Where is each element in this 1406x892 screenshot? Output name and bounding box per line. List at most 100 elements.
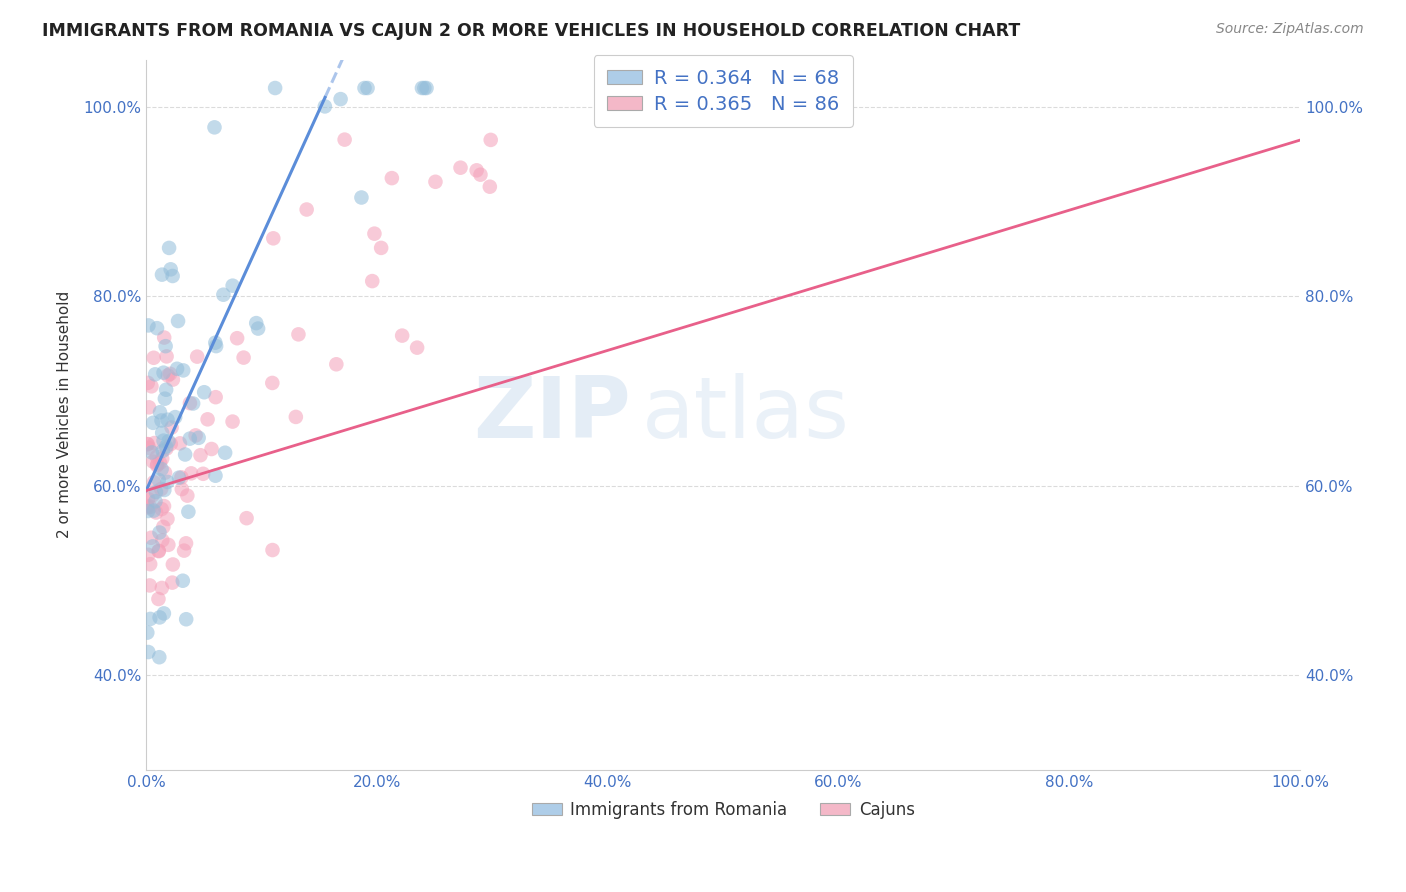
Point — [136, 376, 159, 390]
Point — [370, 241, 392, 255]
Point — [136, 437, 159, 451]
Point — [145, 494, 167, 508]
Point — [153, 466, 176, 480]
Point — [142, 454, 165, 468]
Point — [148, 650, 170, 665]
Point — [155, 383, 177, 397]
Point — [160, 420, 183, 434]
Point — [350, 190, 373, 204]
Point — [136, 504, 159, 518]
Point — [200, 442, 222, 456]
Point — [136, 499, 159, 513]
Point — [190, 448, 212, 462]
Point — [226, 331, 249, 345]
Point — [138, 318, 160, 333]
Point — [221, 278, 243, 293]
Point — [142, 475, 165, 490]
Point — [136, 437, 159, 451]
Point — [235, 511, 257, 525]
Point — [146, 458, 169, 472]
Point — [150, 533, 173, 548]
Point — [186, 350, 208, 364]
Point — [152, 366, 174, 380]
Point — [221, 415, 243, 429]
Point — [157, 538, 180, 552]
Point — [153, 392, 176, 406]
Point — [143, 436, 166, 450]
Point — [262, 543, 284, 558]
Point — [141, 379, 163, 393]
Point — [406, 341, 429, 355]
Point — [247, 321, 270, 335]
Point — [142, 503, 165, 517]
Point — [172, 574, 194, 588]
Text: IMMIGRANTS FROM ROMANIA VS CAJUN 2 OR MORE VEHICLES IN HOUSEHOLD CORRELATION CHA: IMMIGRANTS FROM ROMANIA VS CAJUN 2 OR MO… — [42, 22, 1021, 40]
Text: Source: ZipAtlas.com: Source: ZipAtlas.com — [1216, 22, 1364, 37]
Point — [179, 396, 201, 410]
Point — [148, 592, 170, 607]
Point — [262, 231, 284, 245]
Point — [170, 470, 193, 484]
Point — [149, 456, 172, 470]
Point — [174, 536, 197, 550]
Point — [150, 502, 173, 516]
Point — [146, 458, 169, 473]
Point — [479, 133, 502, 147]
Point — [136, 491, 159, 506]
Point — [155, 350, 177, 364]
Point — [155, 339, 177, 353]
Point — [157, 434, 180, 449]
Point — [413, 81, 436, 95]
Point — [170, 482, 193, 496]
Point — [329, 92, 352, 106]
Point — [136, 500, 159, 515]
Point — [184, 428, 207, 442]
Point — [150, 581, 173, 595]
Point — [148, 543, 170, 558]
Point — [142, 416, 165, 430]
Point — [415, 81, 437, 95]
Point — [156, 512, 179, 526]
Point — [138, 578, 160, 592]
Point — [470, 168, 492, 182]
Point — [284, 409, 307, 424]
Point — [295, 202, 318, 217]
Point — [478, 179, 501, 194]
Point — [314, 99, 336, 113]
Point — [174, 612, 197, 626]
Point — [205, 339, 228, 353]
Point — [174, 448, 197, 462]
Point — [167, 470, 190, 484]
Point — [204, 468, 226, 483]
Point — [333, 133, 356, 147]
Point — [187, 431, 209, 445]
Point — [136, 625, 159, 640]
Point — [156, 412, 179, 426]
Text: atlas: atlas — [643, 373, 851, 457]
Point — [156, 475, 179, 489]
Point — [204, 390, 226, 404]
Point — [177, 505, 200, 519]
Point — [381, 171, 404, 186]
Point — [425, 175, 447, 189]
Point — [149, 405, 172, 419]
Point — [155, 440, 177, 454]
Point — [173, 543, 195, 558]
Point — [141, 488, 163, 502]
Point — [136, 548, 159, 562]
Point — [149, 610, 172, 624]
Point — [191, 467, 214, 481]
Point — [143, 368, 166, 382]
Point — [166, 361, 188, 376]
Point — [204, 335, 226, 350]
Point — [176, 489, 198, 503]
Point — [165, 410, 187, 425]
Point — [152, 520, 174, 534]
Point — [145, 506, 167, 520]
Point — [153, 607, 176, 621]
Point — [411, 81, 433, 95]
Point — [150, 482, 173, 496]
Point — [153, 483, 176, 497]
Point — [181, 396, 204, 410]
Text: ZIP: ZIP — [472, 373, 631, 457]
